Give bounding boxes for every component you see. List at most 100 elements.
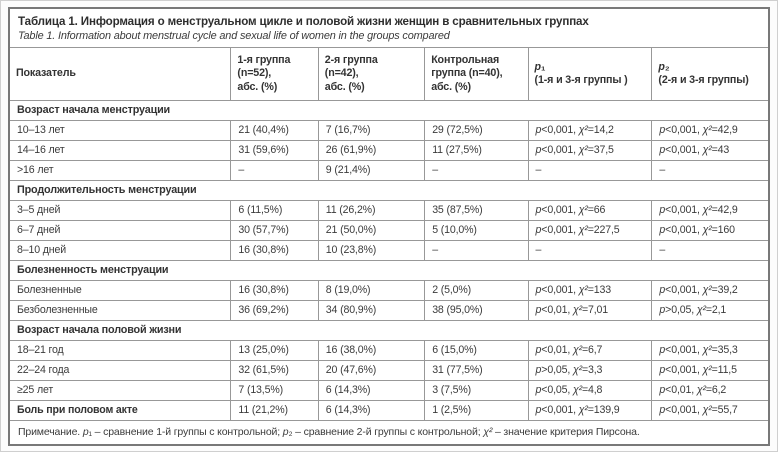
table-title-block: Таблица 1. Информация о менструальном ци… xyxy=(8,7,770,48)
section-row: Возраст начала половой жизни xyxy=(8,320,770,341)
table-cell: 36 (69,2%) xyxy=(230,300,319,321)
table-cell: p<0,001, χ²=139,9 xyxy=(527,400,653,421)
table-cell: 13 (25,0%) xyxy=(230,340,319,361)
table-cell: 9 (21,4%) xyxy=(317,160,426,181)
table-note-row: Примечание. p₁ – сравнение 1-й группы с … xyxy=(8,420,770,446)
table-cell: – xyxy=(424,160,529,181)
row-label: 6–7 дней xyxy=(8,220,232,241)
table-title-ru: Таблица 1. Информация о менструальном ци… xyxy=(18,15,589,28)
table-cell: 3 (7,5%) xyxy=(424,380,529,401)
table-row: 6–7 дней 30 (57,7%) 21 (50,0%) 5 (10,0%) p<0… xyxy=(8,220,770,241)
table-cell: p<0,05, χ²=4,8 xyxy=(527,380,653,401)
section-header: Возраст начала половой жизни xyxy=(8,320,770,341)
column-header-1: Показатель xyxy=(8,47,232,101)
table-cell: – xyxy=(651,160,770,181)
table-cell: 11 (27,5%) xyxy=(424,140,529,161)
table-title-row: Таблица 1. Информация о менструальном ци… xyxy=(8,7,770,48)
table-cell: p>0,05, χ²=2,1 xyxy=(651,300,770,321)
table-row: ≥25 лет 7 (13,5%) 6 (14,3%) 3 (7,5%) p<0,05,… xyxy=(8,380,770,401)
row-label: >16 лет xyxy=(8,160,232,181)
table-cell: – xyxy=(527,240,653,261)
section-header: Болезненность менструации xyxy=(8,260,770,281)
row-label: Безболезненные xyxy=(8,300,232,321)
table-cell: 21 (50,0%) xyxy=(317,220,426,241)
table-row: 22–24 года 32 (61,5%) 20 (47,6%) 31 (77,5%)… xyxy=(8,360,770,381)
table-cell: 11 (21,2%) xyxy=(230,400,319,421)
table-cell: p<0,001, χ²=14,2 xyxy=(527,120,653,141)
row-label: 10–13 лет xyxy=(8,120,232,141)
table-cell: 8 (19,0%) xyxy=(317,280,426,301)
column-header-2: 1-я группа (n=52), абс. (%) xyxy=(230,47,319,101)
table-cell: 16 (30,8%) xyxy=(230,280,319,301)
row-label: Боль при половом акте xyxy=(8,400,232,421)
table-cell: 1 (2,5%) xyxy=(424,400,529,421)
column-header-3: 2-я группа (n=42), абс. (%) xyxy=(317,47,426,101)
row-label: 14–16 лет xyxy=(8,140,232,161)
table-cell: 6 (15,0%) xyxy=(424,340,529,361)
table-title-en: Table 1. Information about menstrual cyc… xyxy=(18,30,450,42)
section-header: Возраст начала менструации xyxy=(8,100,770,121)
table-cell: 31 (59,6%) xyxy=(230,140,319,161)
table-cell: 7 (13,5%) xyxy=(230,380,319,401)
column-header-6: p₂ (2-я и 3-я группы) xyxy=(651,47,770,101)
table-cell: p<0,01, χ²=7,01 xyxy=(527,300,653,321)
row-label: 8–10 дней xyxy=(8,240,232,261)
table-row: Боль при половом акте 11 (21,2%) 6 (14,3%)… xyxy=(8,400,770,421)
table-cell: 6 (14,3%) xyxy=(317,400,426,421)
column-header-4: Контрольная группа (n=40), абс. (%) xyxy=(424,47,529,101)
table-cell: 35 (87,5%) xyxy=(424,200,529,221)
table-row: 8–10 дней 16 (30,8%) 10 (23,8%) – – – xyxy=(8,240,770,261)
section-header: Продолжительность менструации xyxy=(8,180,770,201)
section-row: Продолжительность менструации xyxy=(8,180,770,201)
table-cell: 20 (47,6%) xyxy=(317,360,426,381)
row-label: Болезненные xyxy=(8,280,232,301)
table-cell: p<0,001, χ²=55,7 xyxy=(651,400,770,421)
table-cell: p<0,001, χ²=42,9 xyxy=(651,200,770,221)
table-cell: 31 (77,5%) xyxy=(424,360,529,381)
table-cell: 2 (5,0%) xyxy=(424,280,529,301)
table-cell: – xyxy=(651,240,770,261)
table-cell: 10 (23,8%) xyxy=(317,240,426,261)
table-cell: p<0,001, χ²=160 xyxy=(651,220,770,241)
table-cell: p<0,001, χ²=227,5 xyxy=(527,220,653,241)
table-row: 14–16 лет 31 (59,6%) 26 (61,9%) 11 (27,5%) p… xyxy=(8,140,770,161)
table-cell: 38 (95,0%) xyxy=(424,300,529,321)
table-cell: 26 (61,9%) xyxy=(317,140,426,161)
table-cell: 34 (80,9%) xyxy=(317,300,426,321)
row-label: ≥25 лет xyxy=(8,380,232,401)
row-label: 3–5 дней xyxy=(8,200,232,221)
table-cell: 32 (61,5%) xyxy=(230,360,319,381)
column-header-5: p₁ (1-я и 3-я группы ) xyxy=(527,47,653,101)
table-cell: p<0,01, χ²=6,7 xyxy=(527,340,653,361)
table-cell: 6 (11,5%) xyxy=(230,200,319,221)
table-cell: 30 (57,7%) xyxy=(230,220,319,241)
table-cell: 29 (72,5%) xyxy=(424,120,529,141)
table-row: 10–13 лет 21 (40,4%) 7 (16,7%) 29 (72,5%) p<… xyxy=(8,120,770,141)
row-label: 18–21 год xyxy=(8,340,232,361)
table-cell: p<0,001, χ²=39,2 xyxy=(651,280,770,301)
table-cell: p<0,001, χ²=42,9 xyxy=(651,120,770,141)
table-cell: 7 (16,7%) xyxy=(317,120,426,141)
table-cell: p<0,001, χ²=35,3 xyxy=(651,340,770,361)
table-cell: – xyxy=(230,160,319,181)
table-note: Примечание. p₁ – сравнение 1-й группы с … xyxy=(8,420,770,446)
table-row: Безболезненные 36 (69,2%) 34 (80,9%) 38 (95… xyxy=(8,300,770,321)
table-cell: p<0,001, χ²=66 xyxy=(527,200,653,221)
comparison-table: Таблица 1. Информация о менструальном ци… xyxy=(8,7,770,446)
table-row: >16 лет –9 (21,4%) – – – xyxy=(8,160,770,181)
table-cell: p>0,05, χ²=3,3 xyxy=(527,360,653,381)
table-cell: 16 (30,8%) xyxy=(230,240,319,261)
table-row: Болезненные 16 (30,8%) 8 (19,0%) 2 (5,0%) p<… xyxy=(8,280,770,301)
table-cell: 11 (26,2%) xyxy=(317,200,426,221)
table-cell: 5 (10,0%) xyxy=(424,220,529,241)
table-cell: p<0,01, χ²=6,2 xyxy=(651,380,770,401)
table-cell: – xyxy=(527,160,653,181)
table-cell: 21 (40,4%) xyxy=(230,120,319,141)
table-cell: 6 (14,3%) xyxy=(317,380,426,401)
table-cell: p<0,001, χ²=43 xyxy=(651,140,770,161)
table-row: 18–21 год 13 (25,0%) 16 (38,0%) 6 (15,0%) p<… xyxy=(8,340,770,361)
table-cell: 16 (38,0%) xyxy=(317,340,426,361)
table-row: 3–5 дней 6 (11,5%) 11 (26,2%) 35 (87,5%) p<0… xyxy=(8,200,770,221)
column-header-row: Показатель 1-я группа (n=52), абс. (%) 2-я г… xyxy=(8,47,770,101)
table-cell: p<0,001, χ²=133 xyxy=(527,280,653,301)
